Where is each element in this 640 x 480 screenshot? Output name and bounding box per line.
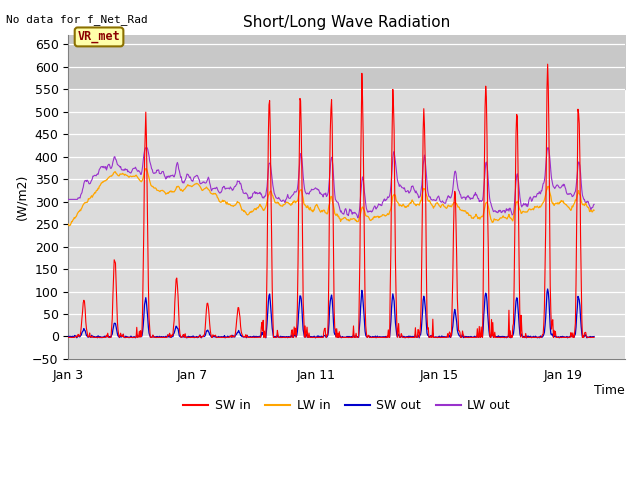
- LW out: [171, 172, 179, 178]
- LW out: [337, 209, 344, 215]
- SW out: [171, 328, 179, 334]
- SW in: [381, 335, 389, 340]
- LW in: [65, 221, 72, 227]
- SW in: [590, 335, 598, 340]
- Line: SW out: SW out: [68, 289, 594, 338]
- Legend: SW in, LW in, SW out, LW out: SW in, LW in, SW out, LW out: [179, 395, 515, 418]
- SW out: [544, 286, 552, 292]
- LW in: [142, 166, 150, 171]
- LW out: [354, 215, 362, 221]
- LW in: [468, 215, 476, 221]
- SW out: [65, 334, 72, 339]
- LW in: [125, 174, 133, 180]
- SW in: [65, 335, 72, 340]
- Y-axis label: (W/m2): (W/m2): [15, 174, 28, 220]
- LW in: [338, 216, 346, 222]
- Title: Short/Long Wave Radiation: Short/Long Wave Radiation: [243, 15, 451, 30]
- Text: VR_met: VR_met: [77, 30, 120, 43]
- Text: No data for f_Net_Rad: No data for f_Net_Rad: [6, 14, 148, 25]
- LW out: [136, 168, 143, 174]
- SW out: [136, 333, 143, 338]
- LW in: [136, 178, 144, 184]
- LW out: [467, 195, 475, 201]
- SW out: [337, 335, 345, 341]
- LW out: [125, 168, 132, 174]
- LW out: [545, 145, 552, 151]
- SW in: [544, 61, 552, 67]
- SW in: [467, 335, 474, 340]
- SW in: [171, 300, 179, 305]
- Line: SW in: SW in: [68, 64, 594, 337]
- SW out: [590, 334, 598, 339]
- SW out: [125, 335, 132, 340]
- SW in: [136, 328, 143, 334]
- LW in: [383, 213, 390, 218]
- LW in: [172, 186, 180, 192]
- Line: LW in: LW in: [68, 168, 594, 226]
- LW in: [65, 223, 73, 228]
- SW out: [382, 334, 390, 339]
- SW out: [467, 334, 475, 339]
- LW out: [382, 197, 390, 203]
- SW in: [125, 335, 132, 340]
- LW in: [590, 207, 598, 213]
- X-axis label: Time: Time: [595, 384, 625, 397]
- LW out: [590, 202, 598, 207]
- SW out: [182, 335, 190, 341]
- Line: LW out: LW out: [68, 148, 594, 218]
- SW in: [337, 335, 344, 340]
- LW out: [65, 196, 72, 202]
